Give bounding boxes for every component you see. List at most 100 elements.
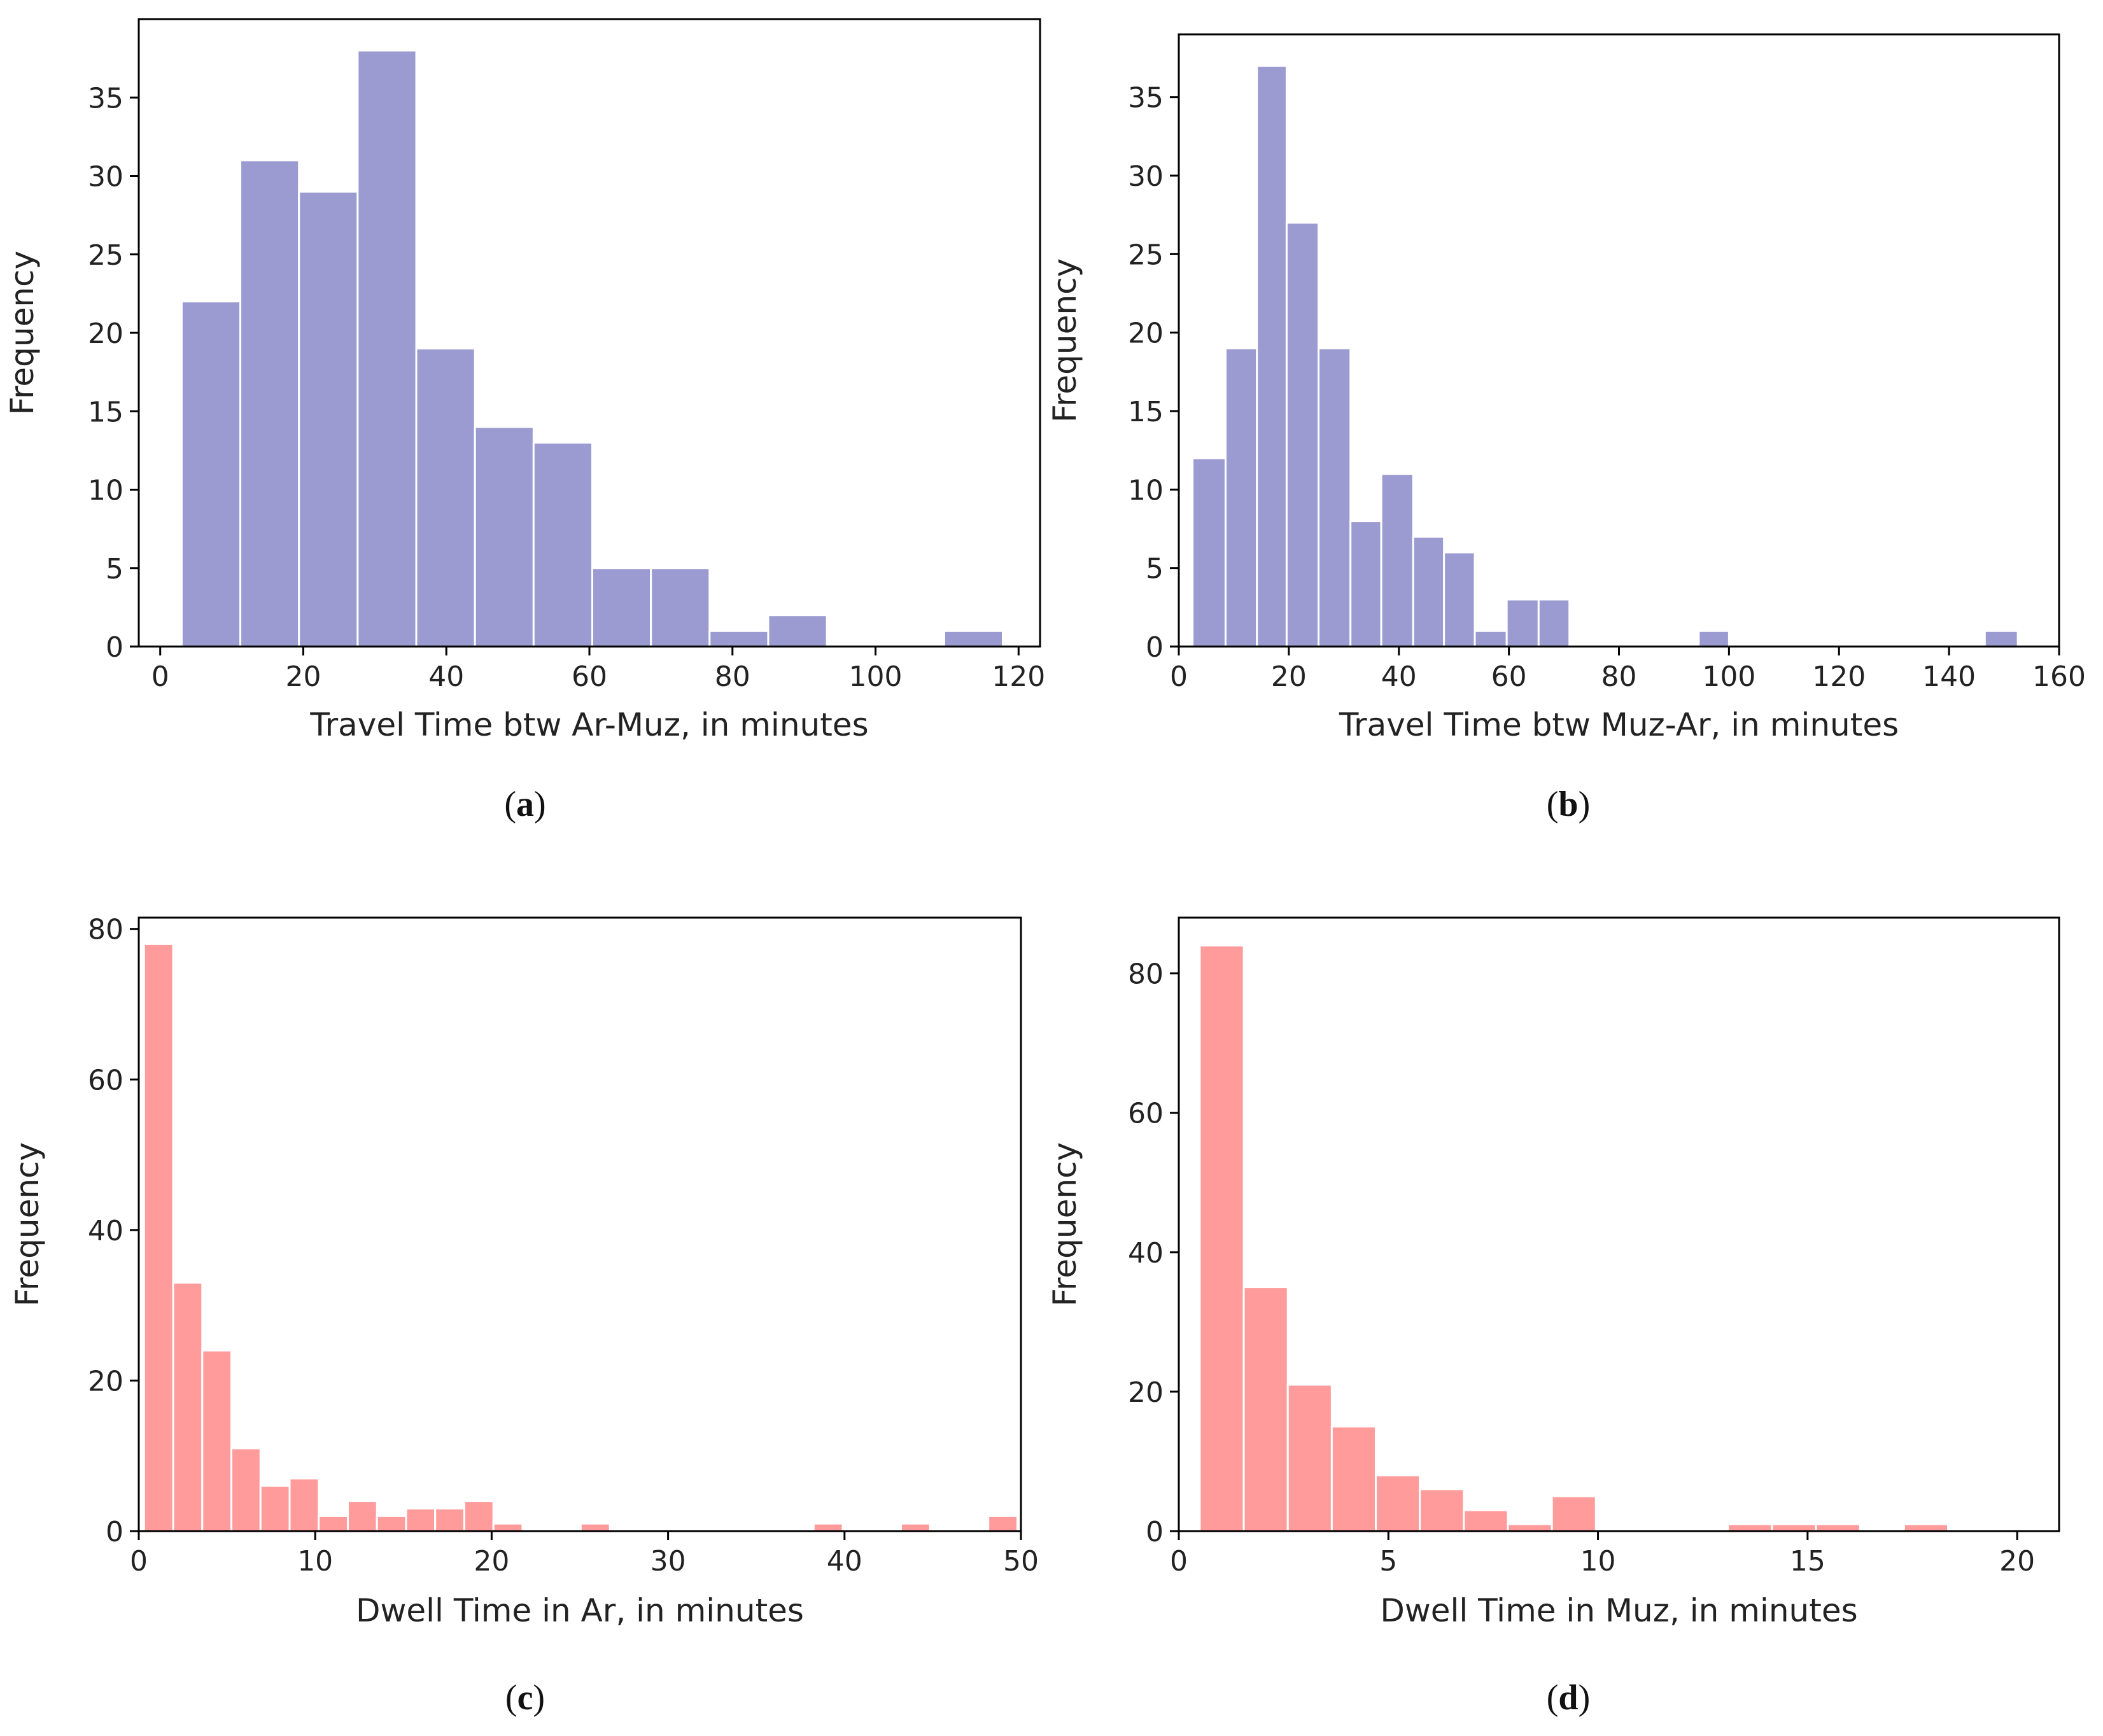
chart-d-bar-0 <box>1199 944 1245 1532</box>
chart-d-xtick-label-0: 0 <box>1170 1545 1188 1578</box>
chart-a-xtick-label-4: 80 <box>715 661 750 693</box>
chart-b-xtick-label-4: 80 <box>1601 661 1637 693</box>
chart-c-bar-15 <box>900 1522 931 1532</box>
chart-d-bar-5 <box>1419 1488 1465 1532</box>
chart-c-bars <box>143 942 1018 1532</box>
chart-c-frame <box>137 916 1022 1532</box>
chart-a-xtick-label-6: 120 <box>992 661 1045 693</box>
chart-c-ytick-label-0: 0 <box>106 1516 123 1548</box>
chart-c-bar-6 <box>318 1515 349 1532</box>
chart-b-bar-4 <box>1318 347 1352 648</box>
chart-d-bar-10 <box>1771 1523 1817 1532</box>
chart-a-bar-4 <box>415 347 476 648</box>
chart-d-bar-6 <box>1463 1509 1509 1532</box>
chart-d-bar-8 <box>1551 1495 1597 1532</box>
chart-b-bars <box>1192 64 2019 648</box>
chart-a-bar-3 <box>356 49 418 648</box>
chart-c-ytick-label-2: 40 <box>88 1215 123 1247</box>
chart-c-ylabel: Frequency <box>9 1142 46 1306</box>
chart-b-xtick-label-7: 140 <box>1922 661 1976 693</box>
chart-d-xlabel: Dwell Time in Muz, in minutes <box>1380 1592 1857 1629</box>
chart-c-bar-16 <box>987 1515 1018 1532</box>
chart-d-bar-7 <box>1507 1523 1553 1532</box>
chart-c-xtick-label-0: 0 <box>130 1545 148 1578</box>
chart-a-bar-7 <box>591 567 652 648</box>
chart-b-ytick-label-7: 35 <box>1128 82 1164 115</box>
chart-d-ytick-label-2: 40 <box>1128 1237 1164 1270</box>
chart-b-caption: (b) <box>1547 785 1590 824</box>
chart-b-xlabel: Travel Time btw Muz-Ar, in minutes <box>1339 706 1899 743</box>
chart-c-xtick-label-3: 30 <box>651 1545 686 1578</box>
chart-d-xtick-label-2: 10 <box>1580 1545 1616 1578</box>
chart-c-bar-14 <box>812 1522 844 1532</box>
chart-d-panel: 0 5 10 15 20 0 20 40 60 80 Dwell Time in Muz, in m… <box>1046 916 2060 1718</box>
chart-b-bar-1 <box>1224 347 1258 648</box>
chart-a-bar-5 <box>474 426 535 648</box>
chart-a-ytick-label-5: 25 <box>88 239 123 272</box>
chart-d-bars <box>1199 944 1949 1532</box>
chart-b-ytick-label-4: 20 <box>1128 318 1164 350</box>
chart-d-ylabel: Frequency <box>1046 1142 1083 1306</box>
chart-d-caption: (d) <box>1547 1678 1590 1718</box>
chart-c-xtick-label-4: 40 <box>827 1545 862 1578</box>
chart-c-bar-1 <box>172 1282 204 1532</box>
chart-d-frame <box>1178 916 2060 1532</box>
chart-b-bar-11 <box>1537 598 1571 648</box>
chart-c-bar-9 <box>405 1508 437 1532</box>
chart-c-bar-11 <box>463 1500 495 1532</box>
chart-c-xtick-label-1: 10 <box>297 1545 333 1578</box>
chart-b-xtick-label-3: 60 <box>1491 661 1527 693</box>
chart-a-ytick-label-6: 30 <box>88 161 123 193</box>
chart-c-bar-0 <box>143 942 174 1532</box>
chart-a-ylabel: Frequency <box>4 251 41 415</box>
chart-b-xtick-label-8: 160 <box>2032 661 2086 693</box>
chart-c-bar-13 <box>579 1522 611 1532</box>
chart-c-xtick-label-5: 50 <box>1003 1545 1039 1578</box>
chart-c-bar-8 <box>376 1515 407 1532</box>
chart-a-ytick-label-4: 20 <box>88 318 123 350</box>
chart-a-ytick-label-3: 15 <box>88 396 123 428</box>
chart-c-xlabel: Dwell Time in Ar, in minutes <box>356 1592 804 1629</box>
chart-b-bar-2 <box>1256 64 1288 648</box>
chart-b-xtick-label-2: 40 <box>1381 661 1417 693</box>
chart-b-bar-6 <box>1380 473 1414 648</box>
chart-c-ytick-label-1: 20 <box>88 1365 123 1397</box>
chart-c-bar-10 <box>434 1508 465 1532</box>
chart-c-bar-2 <box>201 1349 233 1532</box>
chart-b-ytick-label-0: 0 <box>1146 631 1164 664</box>
chart-b-bar-13 <box>1983 629 2019 648</box>
chart-d-xtick-label-3: 15 <box>1790 1545 1825 1578</box>
chart-d-ytick-label-4: 80 <box>1128 958 1164 991</box>
chart-d-bar-11 <box>1815 1523 1861 1532</box>
chart-b-ytick-label-6: 30 <box>1128 160 1164 193</box>
chart-b-panel: 0 20 40 60 80 100 120 140 160 0 5 10 15 20 25 30 35 Trave… <box>1046 33 2086 824</box>
chart-d-ytick-label-0: 0 <box>1146 1516 1164 1548</box>
chart-b-xtick-label-6: 120 <box>1812 661 1866 693</box>
chart-b-bar-8 <box>1443 551 1476 648</box>
chart-a-xlabel: Travel Time btw Ar-Muz, in minutes <box>309 706 868 743</box>
chart-a-bar-2 <box>298 190 359 648</box>
chart-a-ytick-label-0: 0 <box>106 631 123 664</box>
chart-b-ytick-label-2: 10 <box>1128 474 1164 507</box>
chart-a-bar-0 <box>180 300 242 648</box>
chart-c-caption: (c) <box>505 1678 545 1718</box>
chart-a-ytick-label-7: 35 <box>88 82 123 115</box>
chart-b-bar-0 <box>1192 457 1227 648</box>
chart-c-bar-4 <box>259 1485 291 1532</box>
chart-a-xtick-label-5: 100 <box>849 661 903 693</box>
chart-a-xtick-label-0: 0 <box>151 661 169 693</box>
chart-a-caption: (a) <box>504 785 545 824</box>
chart-a-bar-10 <box>767 614 828 648</box>
chart-b-bar-3 <box>1285 221 1320 648</box>
chart-c-bar-5 <box>288 1477 320 1532</box>
chart-a-xtick-label-3: 60 <box>572 661 607 693</box>
chart-b-bar-5 <box>1349 520 1382 648</box>
chart-c-bar-3 <box>230 1447 262 1532</box>
chart-d-bar-2 <box>1286 1383 1333 1532</box>
chart-c-xtick-label-2: 20 <box>474 1545 509 1578</box>
chart-d-xtick-label-4: 20 <box>1999 1545 2035 1578</box>
chart-c-ytick-label-4: 80 <box>88 914 123 946</box>
chart-b-xtick-label-1: 20 <box>1271 661 1307 693</box>
chart-d-ytick-label-1: 20 <box>1128 1376 1164 1409</box>
chart-c-panel: 0 10 20 30 40 50 0 20 40 60 80 Dwell Time in Ar, in… <box>9 914 1039 1718</box>
